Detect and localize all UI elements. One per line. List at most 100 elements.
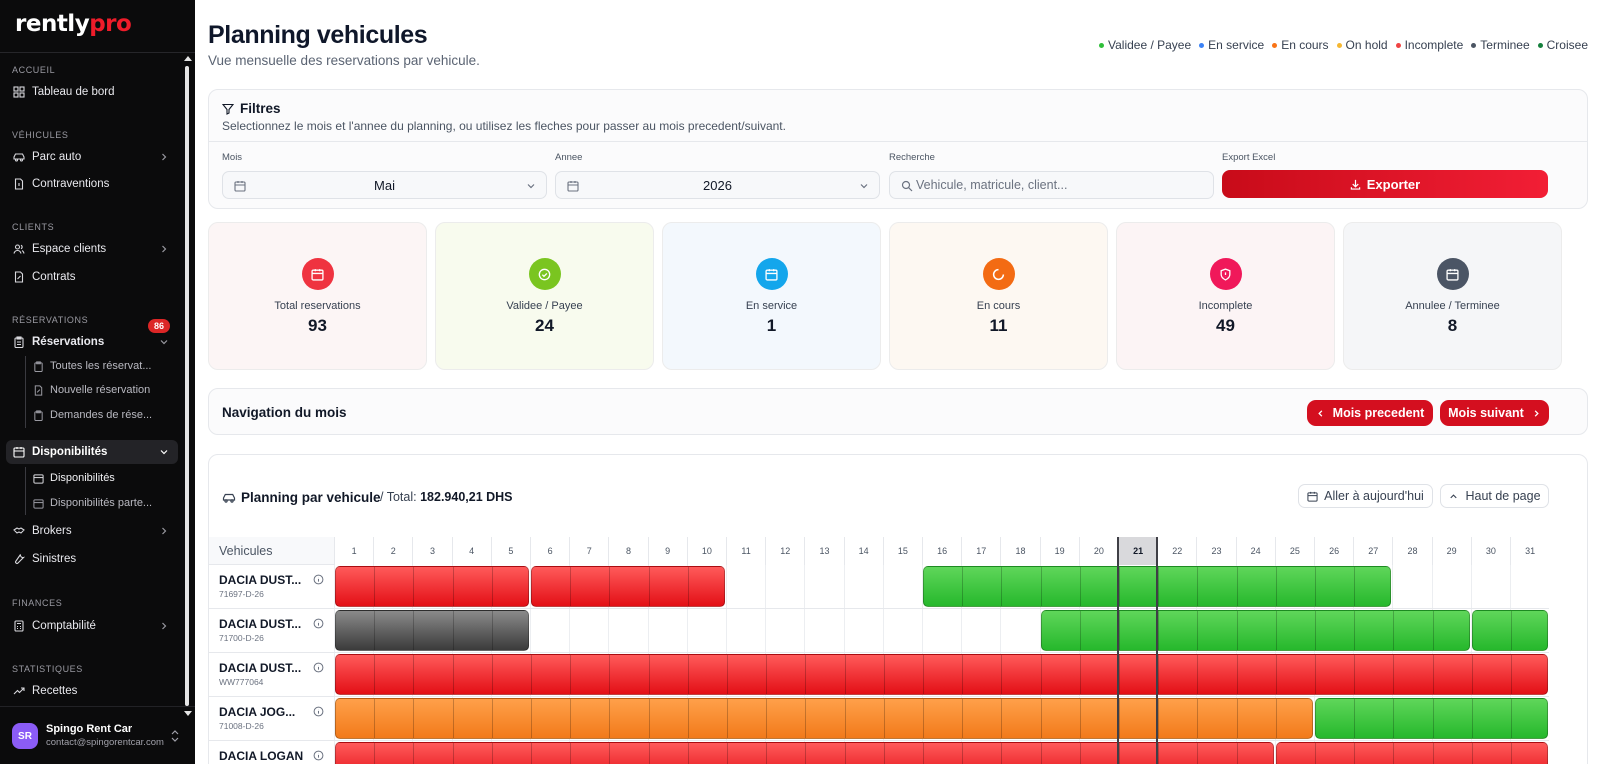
vehicle-plate: WW777064 [219, 677, 264, 687]
sidebar-item-recettes[interactable]: Recettes [6, 679, 178, 703]
info-icon[interactable] [313, 750, 324, 761]
day-separator [883, 655, 885, 694]
reservation-bar-incomplete[interactable] [1275, 742, 1549, 764]
day-separator [531, 699, 532, 738]
sidebar-item-tableau-de-bord[interactable]: Tableau de bord [6, 80, 178, 104]
clipboard-icon [33, 360, 44, 372]
day-separator [962, 699, 964, 738]
month-select[interactable]: Mai [222, 171, 547, 199]
day-header: 6 [530, 537, 569, 565]
export-button[interactable]: Exporter [1222, 170, 1548, 198]
main-content: Planning vehicules Vue mensuelle des res… [195, 0, 1600, 764]
day-separator [1236, 611, 1238, 650]
chevron-down-icon [160, 340, 168, 345]
user-name: Spingo Rent Car [46, 723, 133, 735]
day-separator [648, 699, 650, 738]
sidebar-item-contraventions[interactable]: Contraventions [6, 172, 178, 196]
reservation-bar-validee[interactable] [1471, 610, 1549, 651]
sidebar-item-label: Disponibilités [32, 446, 108, 458]
day-header: 4 [451, 537, 491, 565]
info-icon[interactable] [313, 574, 324, 585]
day-separator [923, 655, 924, 694]
previous-month-button[interactable]: Mois precedent [1307, 400, 1433, 426]
reservation-bar-incomplete[interactable] [335, 566, 529, 607]
sidebar-item-contrats[interactable]: Contrats [6, 265, 178, 289]
day-separator [1001, 567, 1003, 606]
sidebar-item-parc-auto[interactable]: Parc auto [6, 145, 178, 169]
day-separator [1197, 655, 1199, 694]
stat-value: 24 [535, 316, 554, 335]
day-header: 8 [608, 537, 647, 565]
section-statistiques: STATISTIQUES [12, 664, 83, 674]
go-to-today-button[interactable]: Aller à aujourd'hui [1298, 484, 1433, 508]
vehicle-row[interactable]: DACIA LOGAN [209, 741, 334, 764]
sidebar-sub-disponibilites[interactable]: Disponibilités [33, 467, 178, 489]
day-header: 31 [1510, 537, 1549, 565]
day-separator [413, 743, 415, 764]
day-header: 9 [647, 537, 687, 565]
day-separator [452, 611, 454, 650]
sidebar-item-espace-clients[interactable]: Espace clients [6, 237, 178, 261]
legend-dot [1336, 42, 1342, 48]
day-separator [805, 655, 807, 694]
vehicle-row[interactable]: DACIA DUST... WW777064 [209, 653, 334, 697]
day-separator [1197, 567, 1199, 606]
sidebar-item-label: Contraventions [32, 178, 110, 190]
search-input[interactable] [916, 178, 1206, 192]
sidebar-sub-nouvelle-reservation[interactable]: Nouvelle réservation [33, 379, 178, 401]
app-logo[interactable]: rentlypro [15, 11, 132, 37]
chevron-down-icon [860, 184, 868, 189]
info-icon[interactable] [313, 662, 324, 673]
reservation-bar-terminee[interactable] [335, 610, 529, 651]
calendar-icon [1307, 491, 1318, 502]
sidebar-sub-disponibilites-partenaires[interactable]: Disponibilités parte... [33, 492, 178, 514]
info-icon[interactable] [313, 706, 324, 717]
sidebar-item-label: Contrats [32, 271, 76, 283]
chevron-right-icon [162, 245, 167, 253]
day-separator [1197, 699, 1199, 738]
sidebar-item-disponibilites[interactable]: Disponibilités [6, 440, 178, 464]
day-header: 18 [1000, 537, 1039, 565]
reservation-bar-incomplete[interactable] [335, 742, 1274, 764]
scroll-up-arrow-icon[interactable] [184, 56, 192, 61]
day-header: 13 [804, 537, 843, 565]
day-separator [727, 655, 728, 694]
day-separator [1432, 655, 1434, 694]
planning-title-text: Planning par vehicule [241, 490, 381, 505]
day-separator [374, 567, 376, 606]
legend-item: En cours [1272, 38, 1329, 52]
year-select[interactable]: 2026 [555, 171, 880, 199]
day-separator [1471, 655, 1473, 694]
day-separator [452, 699, 454, 738]
filters-title-text: Filtres [240, 101, 281, 116]
vehicle-row[interactable]: DACIA DUST... 71700-D-26 [209, 609, 334, 653]
reservation-bar-validee[interactable] [1315, 698, 1549, 739]
sidebar-item-reservations[interactable]: Réservations [6, 330, 178, 354]
sidebar-item-sinistres[interactable]: Sinistres [6, 547, 178, 571]
reservation-bar-incomplete[interactable] [335, 654, 1549, 695]
user-profile[interactable]: SR Spingo Rent Car contact@spingorentcar… [0, 706, 195, 764]
sidebar-scrollbar[interactable] [184, 56, 192, 716]
back-to-top-button[interactable]: Haut de page [1440, 484, 1549, 508]
sidebar-item-brokers[interactable]: Brokers [6, 519, 178, 543]
chevrons-up-down-icon[interactable] [170, 729, 180, 743]
day-separator [531, 655, 532, 694]
next-month-button[interactable]: Mois suivant [1440, 400, 1549, 426]
reservation-bar-encours[interactable] [335, 698, 1313, 739]
sidebar-sub-demandes[interactable]: Demandes de rése... [33, 404, 178, 426]
filter-icon [222, 103, 234, 115]
day-separator [805, 699, 807, 738]
vehicle-row[interactable]: DACIA JOG... 71008-D-26 [209, 697, 334, 741]
dashboard-icon [13, 86, 25, 98]
day-header: 22 [1157, 537, 1196, 565]
sidebar-sub-toutes-reservations[interactable]: Toutes les réservat... [33, 355, 178, 377]
reservation-bar-validee[interactable] [1040, 610, 1470, 651]
info-icon[interactable] [313, 618, 324, 629]
scroll-down-arrow-icon[interactable] [184, 711, 192, 716]
sidebar-item-label: Tableau de bord [32, 86, 115, 98]
scroll-thumb[interactable] [185, 66, 189, 706]
shield-alert-icon [1209, 258, 1242, 290]
vehicle-row[interactable]: DACIA DUST... 71697-D-26 [209, 565, 334, 609]
sidebar-item-comptabilite[interactable]: Comptabilité [6, 614, 178, 638]
reservation-bar-incomplete[interactable] [531, 566, 725, 607]
